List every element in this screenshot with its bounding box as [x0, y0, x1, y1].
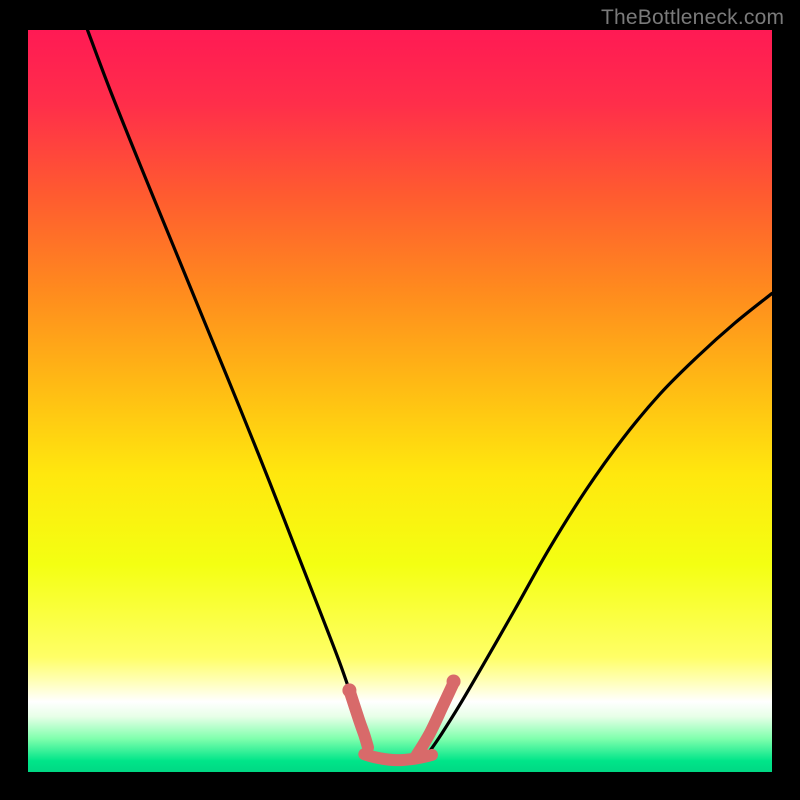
- marker-endcap-1: [447, 674, 461, 688]
- plot-area: [28, 30, 772, 772]
- curve-left: [88, 30, 368, 748]
- marker-endcap-0: [342, 683, 356, 697]
- curves-layer: [28, 30, 772, 772]
- watermark-text: TheBottleneck.com: [601, 6, 784, 30]
- chart-stage: TheBottleneck.com: [0, 0, 800, 800]
- curve-right: [430, 293, 772, 751]
- marker-segment-0: [349, 690, 368, 747]
